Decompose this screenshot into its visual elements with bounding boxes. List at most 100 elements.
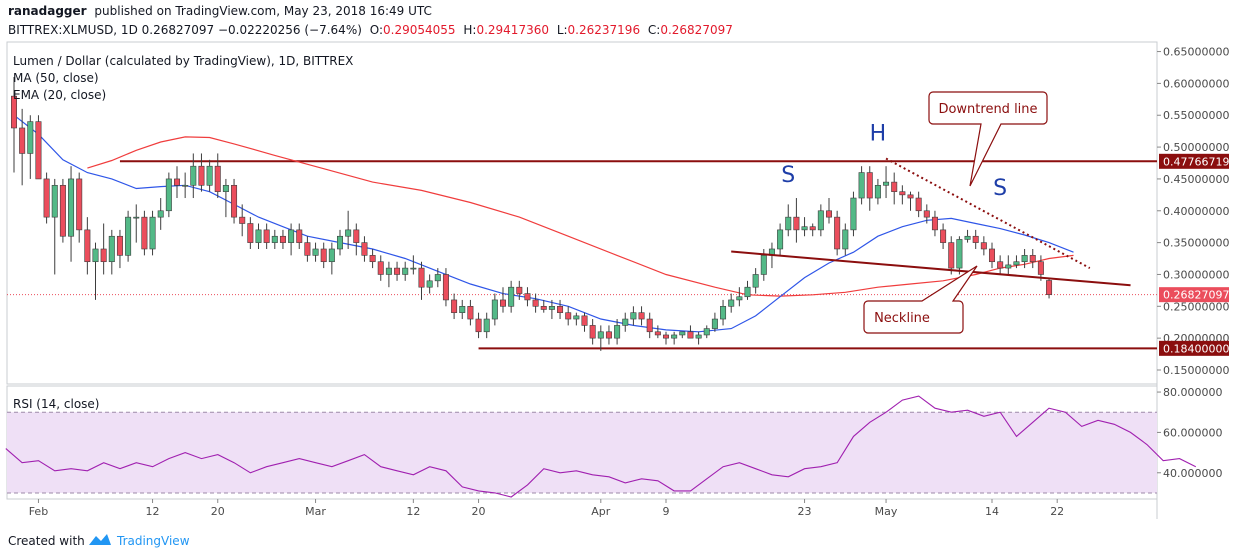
candle-body-up xyxy=(165,178,172,212)
ohlc-high-value: 0.29417360 xyxy=(476,23,549,37)
candle xyxy=(532,293,539,313)
candle-body-up xyxy=(874,184,881,199)
candle xyxy=(638,306,645,326)
candle-body-up xyxy=(679,331,686,336)
candle-body-up xyxy=(402,267,409,275)
candle-body-down xyxy=(972,235,979,243)
candle xyxy=(402,261,409,281)
candle xyxy=(956,236,963,275)
candle xyxy=(328,242,335,275)
last-price-label-text: 0.26827097 xyxy=(1163,289,1229,302)
candle-body-up xyxy=(1013,261,1020,266)
candle-body-up xyxy=(1021,255,1028,263)
candle xyxy=(711,312,718,332)
footer-brand[interactable]: TradingView xyxy=(116,534,190,548)
candle xyxy=(214,153,221,199)
candle xyxy=(271,229,278,249)
rsi-axis-ticks: 80.000000 60.000000 40.000000 xyxy=(1157,386,1223,480)
candle-body-up xyxy=(190,165,197,186)
candle-body-up xyxy=(842,229,849,250)
candle xyxy=(84,217,91,275)
candle-body-up xyxy=(777,229,784,250)
candle-body-up xyxy=(459,306,466,313)
legend-rsi[interactable]: RSI (14, close) xyxy=(13,397,99,411)
candle xyxy=(605,325,612,345)
ohlc-close-label: C: xyxy=(648,23,660,37)
candle-body-down xyxy=(59,184,66,237)
candle xyxy=(858,166,865,205)
legend-ma50[interactable]: MA (50, close) xyxy=(13,71,99,85)
candle xyxy=(931,210,938,237)
last-price-label: 0.26827097 xyxy=(1159,287,1229,303)
candle xyxy=(182,172,189,199)
support-price-label: 0.18400000 xyxy=(1159,340,1229,356)
left-shoulder-label: S xyxy=(781,163,795,188)
candle-body-up xyxy=(125,216,132,256)
downtrend-line[interactable] xyxy=(885,157,1091,269)
candle xyxy=(222,178,229,218)
candle-body-down xyxy=(353,229,360,243)
candle-body-up xyxy=(728,299,735,307)
downtrend-callout[interactable]: Downtrend line xyxy=(928,91,1048,187)
candle xyxy=(76,172,83,243)
candle-body-down xyxy=(825,210,832,218)
candle-body-up xyxy=(51,184,58,218)
candle xyxy=(907,191,914,211)
candle xyxy=(1037,255,1044,281)
ohlc-high-label: H: xyxy=(463,23,476,37)
candle xyxy=(524,287,531,307)
candle xyxy=(418,261,425,300)
svg-text:BITTREX:XLMUSD, 1D 0.26827097: BITTREX:XLMUSD, 1D 0.26827097 −0.0222025… xyxy=(8,23,733,37)
candle xyxy=(988,242,995,269)
candle-body-down xyxy=(687,331,694,339)
candle xyxy=(320,242,327,269)
candle xyxy=(190,153,197,199)
candle-body-down xyxy=(377,261,384,275)
candles-series xyxy=(11,77,1053,351)
candle-body-down xyxy=(19,127,26,154)
publisher-name[interactable]: ranadagger xyxy=(8,4,87,18)
price-tick-label: 0.30000000 xyxy=(1163,268,1229,281)
candle-body-up xyxy=(157,210,164,218)
candle xyxy=(174,166,181,199)
candle-body-up xyxy=(271,235,278,243)
time-axis-ticks: Feb 12 20 Mar 12 20 Apr 9 23 May 14 22 xyxy=(29,499,1064,518)
time-tick-label: 20 xyxy=(472,505,486,518)
head-label: H xyxy=(870,122,887,147)
candle xyxy=(964,229,971,243)
candle xyxy=(614,319,621,345)
candle-body-up xyxy=(508,286,515,307)
candle-body-down xyxy=(116,235,123,256)
tradingview-logo-icon[interactable] xyxy=(89,534,111,545)
candle-body-up xyxy=(133,216,140,219)
legend-ema20[interactable]: EMA (20, close) xyxy=(13,88,106,102)
candle xyxy=(157,198,164,230)
candle-body-down xyxy=(76,178,83,231)
price-tick-label: 0.55000000 xyxy=(1163,109,1229,122)
candle-body-down xyxy=(532,299,539,307)
candle-body-up xyxy=(328,248,335,263)
candle-body-up xyxy=(956,239,963,269)
candle xyxy=(874,178,881,205)
candle xyxy=(883,166,890,199)
candle-body-down xyxy=(931,216,938,231)
candle-body-down xyxy=(915,197,922,212)
candle-body-down xyxy=(557,306,564,313)
candle-body-up xyxy=(760,255,767,275)
candle xyxy=(165,172,172,218)
candle-body-up xyxy=(312,248,319,256)
candle xyxy=(263,223,270,249)
ohlc-low-label: L: xyxy=(557,23,568,37)
candle-body-down xyxy=(214,165,221,192)
candle-body-up xyxy=(27,121,34,154)
candle-body-down xyxy=(174,178,181,186)
last-price-label-bg xyxy=(1159,287,1229,303)
candle-body-down xyxy=(565,312,572,320)
neckline-callout[interactable]: Neckline xyxy=(863,265,978,334)
candle xyxy=(997,255,1004,275)
candle-body-down xyxy=(418,267,425,288)
candle-body-down xyxy=(948,242,955,269)
time-tick-label: May xyxy=(875,505,898,518)
neckline[interactable] xyxy=(731,250,1131,287)
candle xyxy=(247,217,254,249)
